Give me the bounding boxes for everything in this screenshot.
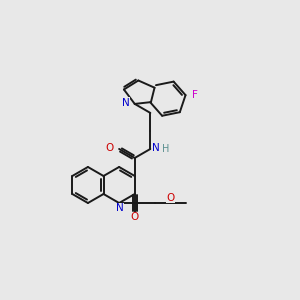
Text: N: N: [152, 143, 160, 153]
Text: H: H: [162, 144, 169, 154]
Text: N: N: [116, 203, 124, 213]
Text: O: O: [130, 212, 139, 222]
Text: N: N: [122, 98, 130, 108]
Text: O: O: [106, 143, 114, 153]
Text: O: O: [166, 193, 175, 203]
Text: F: F: [192, 90, 198, 100]
